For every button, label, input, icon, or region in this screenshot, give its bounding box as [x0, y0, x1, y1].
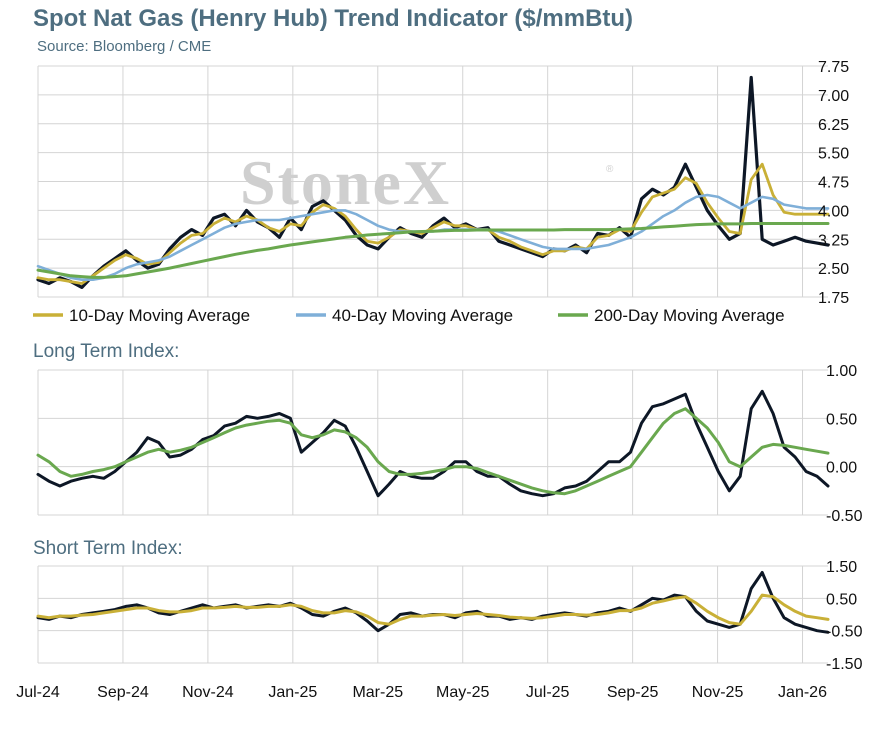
y-tick-label: 4.00 — [818, 203, 849, 220]
y-tick-label: 0.50 — [826, 591, 857, 608]
y-tick-label: 3.25 — [818, 232, 849, 249]
y-tick-label: 0.50 — [826, 411, 857, 428]
y-tick-label: 5.50 — [818, 146, 849, 163]
y-tick-label: 1.75 — [818, 290, 849, 307]
x-tick-label: May-25 — [436, 684, 489, 701]
y-tick-label: 1.00 — [826, 363, 857, 380]
y-tick-label: 7.00 — [818, 88, 849, 105]
y-tick-label: 6.25 — [818, 117, 849, 134]
series-layer — [36, 75, 830, 634]
series-line-short_term — [36, 571, 830, 634]
y-tick-label: 7.75 — [818, 59, 849, 76]
series-line-ma10 — [36, 162, 830, 285]
series-line-long_term_signal — [36, 407, 830, 496]
ticks-layer: 7.75 7.00 6.25 5.50 4.75 4.00 3.25 2.50 1.75 1.00… — [16, 59, 862, 701]
x-tick-label: Sep-25 — [607, 684, 659, 701]
legend-label-ma200: 200-Day Moving Average — [594, 306, 785, 325]
y-tick-label: -0.50 — [826, 624, 863, 641]
legend-layer: 10-Day Moving Average 40-Day Moving Avera… — [33, 306, 785, 325]
chart-title: Spot Nat Gas (Henry Hub) Trend Indicator… — [33, 5, 634, 32]
y-tick-label: 4.75 — [818, 175, 849, 192]
x-tick-label: Jan-25 — [268, 684, 317, 701]
watermark-registered-mark: ® — [606, 164, 614, 175]
x-tick-label: Sep-24 — [97, 684, 149, 701]
y-tick-label: 0.00 — [826, 460, 857, 477]
legend-label-ma40: 40-Day Moving Average — [332, 306, 513, 325]
x-tick-label: Jul-24 — [16, 684, 60, 701]
series-line-ma200 — [36, 222, 830, 279]
y-tick-label: -1.50 — [826, 656, 863, 673]
series-line-long_term — [36, 389, 830, 498]
legend-label-ma10: 10-Day Moving Average — [69, 306, 250, 325]
y-tick-label: 1.50 — [826, 559, 857, 576]
long-term-title: Long Term Index: — [33, 341, 180, 362]
series-line-price — [36, 75, 830, 289]
x-tick-label: Nov-24 — [182, 684, 234, 701]
stonex-watermark: StoneX — [240, 147, 451, 218]
x-tick-label: Jul-25 — [526, 684, 570, 701]
x-tick-label: Nov-25 — [692, 684, 744, 701]
y-tick-label: -0.50 — [826, 508, 863, 525]
x-tick-label: Mar-25 — [352, 684, 403, 701]
series-line-short_term_signal — [36, 593, 830, 626]
x-tick-label: Jan-26 — [778, 684, 827, 701]
chart-subtitle: Source: Bloomberg / CME — [37, 38, 212, 55]
short-term-title: Short Term Index: — [33, 538, 183, 559]
y-tick-label: 2.50 — [818, 261, 849, 278]
